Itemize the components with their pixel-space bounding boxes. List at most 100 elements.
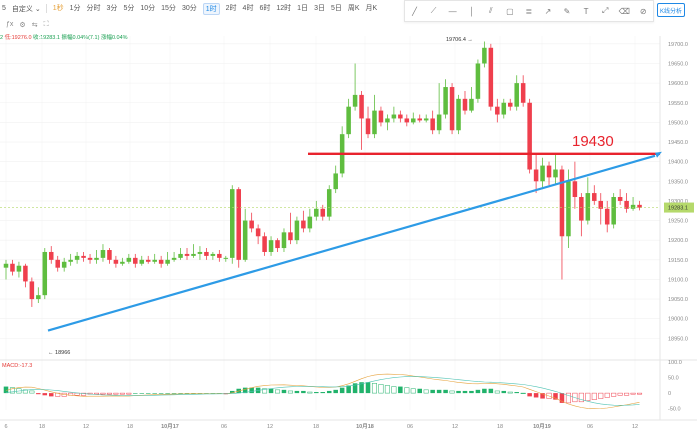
rectangle-tool-icon[interactable]: ▢ <box>506 6 514 16</box>
macd-hist-bar <box>604 392 610 398</box>
macd-hist-bar <box>391 386 397 394</box>
macd-hist-bar <box>255 387 261 394</box>
ray-tool-icon[interactable]: ⟋ <box>430 6 437 15</box>
toolbar-left-icon[interactable]: 5 <box>2 5 6 12</box>
price-tick-label: 19700.0 <box>668 42 688 48</box>
timeframe-8[interactable]: 1时 <box>202 2 220 15</box>
price-tick-label: 19350.0 <box>668 179 688 185</box>
candle-body <box>417 118 422 121</box>
timeframe-15[interactable]: 5日 <box>330 4 342 12</box>
timeframe-9[interactable]: 2时 <box>225 4 237 12</box>
brush-tool-icon[interactable]: ✎ <box>563 6 571 16</box>
measure-tool-icon[interactable]: ⤢ <box>601 6 609 15</box>
macd-hist-bar <box>119 392 125 395</box>
candle-body <box>288 232 293 241</box>
timeframe-17[interactable]: 月K <box>365 4 378 12</box>
timeframe-toolbar: 5 自定义 ⌄ 1秒 1分 分时 3分 5分 10分 15分 30分 1时 2时 4时 6时 12时 1日… <box>0 0 697 17</box>
candle-body <box>637 204 642 208</box>
macd-dif-line <box>5 373 640 410</box>
indicator-icon[interactable]: ƒx <box>6 21 14 28</box>
arrow-tool-icon[interactable]: ↗ <box>544 6 552 16</box>
support-trendline[interactable] <box>47 154 656 332</box>
macd-hist-bar <box>559 393 565 403</box>
timeframe-12[interactable]: 12时 <box>276 4 292 12</box>
macd-hist-bar <box>456 390 461 394</box>
macd-hist-bar <box>294 390 300 394</box>
horizontal-line-tool-icon[interactable]: ― <box>448 6 457 16</box>
candle-body <box>255 228 261 237</box>
parallel-channel-tool-icon[interactable]: ⫽ <box>488 6 493 15</box>
macd-hist-bar <box>171 393 177 394</box>
macd-hist-bar <box>443 389 448 394</box>
macd-hist-bar <box>378 384 384 394</box>
vertical-line-tool-icon[interactable]: │ <box>469 6 475 16</box>
macd-hist-bar <box>106 392 112 395</box>
timeframe-5[interactable]: 10分 <box>140 4 156 12</box>
timeframe-13[interactable]: 1日 <box>297 4 309 12</box>
macd-hist-bar <box>217 393 222 394</box>
resistance-annotation: 19430 <box>572 133 614 150</box>
candle-body <box>133 257 138 264</box>
time-tick-label: 18 <box>313 424 319 430</box>
trendline-tool-icon[interactable]: ╱ <box>412 6 417 16</box>
candle-body <box>152 259 157 262</box>
candle-body <box>520 83 526 103</box>
macd-tick-label: 100.0 <box>668 360 682 366</box>
text-tool-icon[interactable]: T <box>583 6 589 16</box>
candle-body <box>87 257 93 260</box>
macd-hist-bar <box>371 383 377 394</box>
candle-body <box>281 232 287 249</box>
candle-body <box>365 118 371 135</box>
timeframe-2[interactable]: 分时 <box>86 4 101 12</box>
candle-body <box>113 259 119 264</box>
timeframe-6[interactable]: 15分 <box>161 4 176 12</box>
candle-body <box>42 251 48 296</box>
macd-hist-bar <box>68 392 74 396</box>
macd-hist-bar <box>314 392 319 394</box>
timeframe-16[interactable]: 周K <box>347 4 360 12</box>
timeframe-0[interactable]: 1秒 <box>52 4 64 12</box>
candle-body <box>404 118 410 123</box>
macd-hist-bar <box>482 388 487 394</box>
macd-hist-bar <box>514 392 519 394</box>
settings-icon[interactable]: ⚙ <box>19 21 26 29</box>
candle-body <box>210 253 216 256</box>
fib-tool-icon[interactable]: ≣ <box>525 6 533 16</box>
k-analysis-button[interactable]: K线分析 <box>657 3 685 17</box>
macd-tick-label: 0 <box>668 391 671 397</box>
fullscreen-icon[interactable]: ⛶ <box>43 20 49 28</box>
custom-interval-dropdown[interactable]: 自定义 ⌄ <box>11 5 41 13</box>
timeframe-1[interactable]: 1分 <box>69 4 81 12</box>
price-tick-label: 19450.0 <box>668 140 688 146</box>
price-tick-label: 19150.0 <box>668 258 688 264</box>
price-tick-label: 19650.0 <box>668 61 688 67</box>
macd-hist-bar <box>469 390 474 394</box>
candle-body <box>10 263 15 272</box>
macd-hist-bar <box>346 385 351 394</box>
macd-hist-bar <box>22 389 28 394</box>
timeframe-3[interactable]: 3分 <box>106 4 118 12</box>
timeframe-7[interactable]: 30分 <box>181 4 197 12</box>
delete-tool-icon[interactable]: ⌫ <box>618 6 630 16</box>
macd-hist-bar <box>494 390 500 394</box>
candle-body <box>378 110 384 123</box>
macd-hist-bar <box>9 387 15 394</box>
macd-hist-bar <box>611 392 617 397</box>
macd-hist-bar <box>126 392 132 395</box>
lock-tool-icon[interactable]: ⊘ <box>639 6 647 16</box>
price-tick-label: 19300.0 <box>668 199 688 205</box>
macd-hist-bar <box>462 390 468 394</box>
candle-body <box>48 251 54 260</box>
candle-body <box>540 165 545 182</box>
candle-body <box>249 220 254 229</box>
timeframe-14[interactable]: 3日 <box>314 4 325 12</box>
candle-body <box>423 118 429 121</box>
candle-body <box>107 250 112 260</box>
timeframe-4[interactable]: 5分 <box>123 4 135 12</box>
timeframe-10[interactable]: 4时 <box>242 4 254 12</box>
timeframe-11[interactable]: 6时 <box>259 4 271 12</box>
candle-body <box>592 193 597 201</box>
compare-icon[interactable]: ⇆ <box>31 21 38 29</box>
macd-hist-bar <box>87 392 93 395</box>
